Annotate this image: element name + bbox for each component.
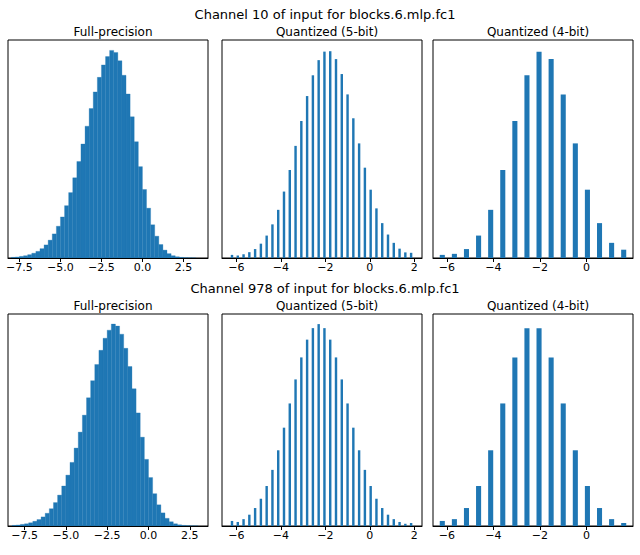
svg-text:Quantized (5-bit): Quantized (5-bit) bbox=[276, 25, 378, 39]
svg-text:Quantized (5-bit): Quantized (5-bit) bbox=[276, 299, 378, 313]
svg-text:−6: −6 bbox=[439, 529, 455, 542]
svg-text:−7.5: −7.5 bbox=[6, 261, 33, 274]
svg-text:2.5: 2.5 bbox=[181, 529, 199, 542]
svg-text:Quantized (4-bit): Quantized (4-bit) bbox=[487, 25, 589, 39]
svg-text:−2.5: −2.5 bbox=[94, 529, 121, 542]
svg-text:0: 0 bbox=[583, 529, 590, 542]
svg-text:0: 0 bbox=[366, 261, 373, 274]
svg-text:0: 0 bbox=[583, 261, 590, 274]
svg-text:−2: −2 bbox=[532, 261, 548, 274]
svg-text:2: 2 bbox=[411, 261, 418, 274]
svg-text:2.5: 2.5 bbox=[175, 261, 193, 274]
svg-text:−2: −2 bbox=[317, 529, 333, 542]
svg-text:−6: −6 bbox=[228, 261, 244, 274]
svg-text:−5.0: −5.0 bbox=[47, 261, 74, 274]
svg-text:Channel 978 of input for block: Channel 978 of input for blocks.6.mlp.fc… bbox=[190, 281, 459, 296]
svg-text:Full-precision: Full-precision bbox=[74, 299, 153, 313]
svg-text:−5.0: −5.0 bbox=[52, 529, 79, 542]
svg-text:−4: −4 bbox=[273, 529, 289, 542]
svg-text:0: 0 bbox=[366, 529, 373, 542]
svg-text:−7.5: −7.5 bbox=[11, 529, 38, 542]
svg-text:−2: −2 bbox=[317, 261, 333, 274]
svg-text:−6: −6 bbox=[228, 529, 244, 542]
svg-text:Quantized (4-bit): Quantized (4-bit) bbox=[487, 299, 589, 313]
svg-text:−6: −6 bbox=[439, 261, 455, 274]
svg-text:Full-precision: Full-precision bbox=[74, 25, 153, 39]
svg-text:0.0: 0.0 bbox=[134, 261, 152, 274]
svg-text:2: 2 bbox=[411, 529, 418, 542]
svg-text:−4: −4 bbox=[485, 261, 501, 274]
svg-text:−2: −2 bbox=[532, 529, 548, 542]
svg-text:−2.5: −2.5 bbox=[88, 261, 115, 274]
svg-text:−4: −4 bbox=[485, 529, 501, 542]
svg-text:Channel 10 of input for blocks: Channel 10 of input for blocks.6.mlp.fc1 bbox=[195, 7, 456, 22]
svg-text:−4: −4 bbox=[273, 261, 289, 274]
svg-text:0.0: 0.0 bbox=[140, 529, 158, 542]
